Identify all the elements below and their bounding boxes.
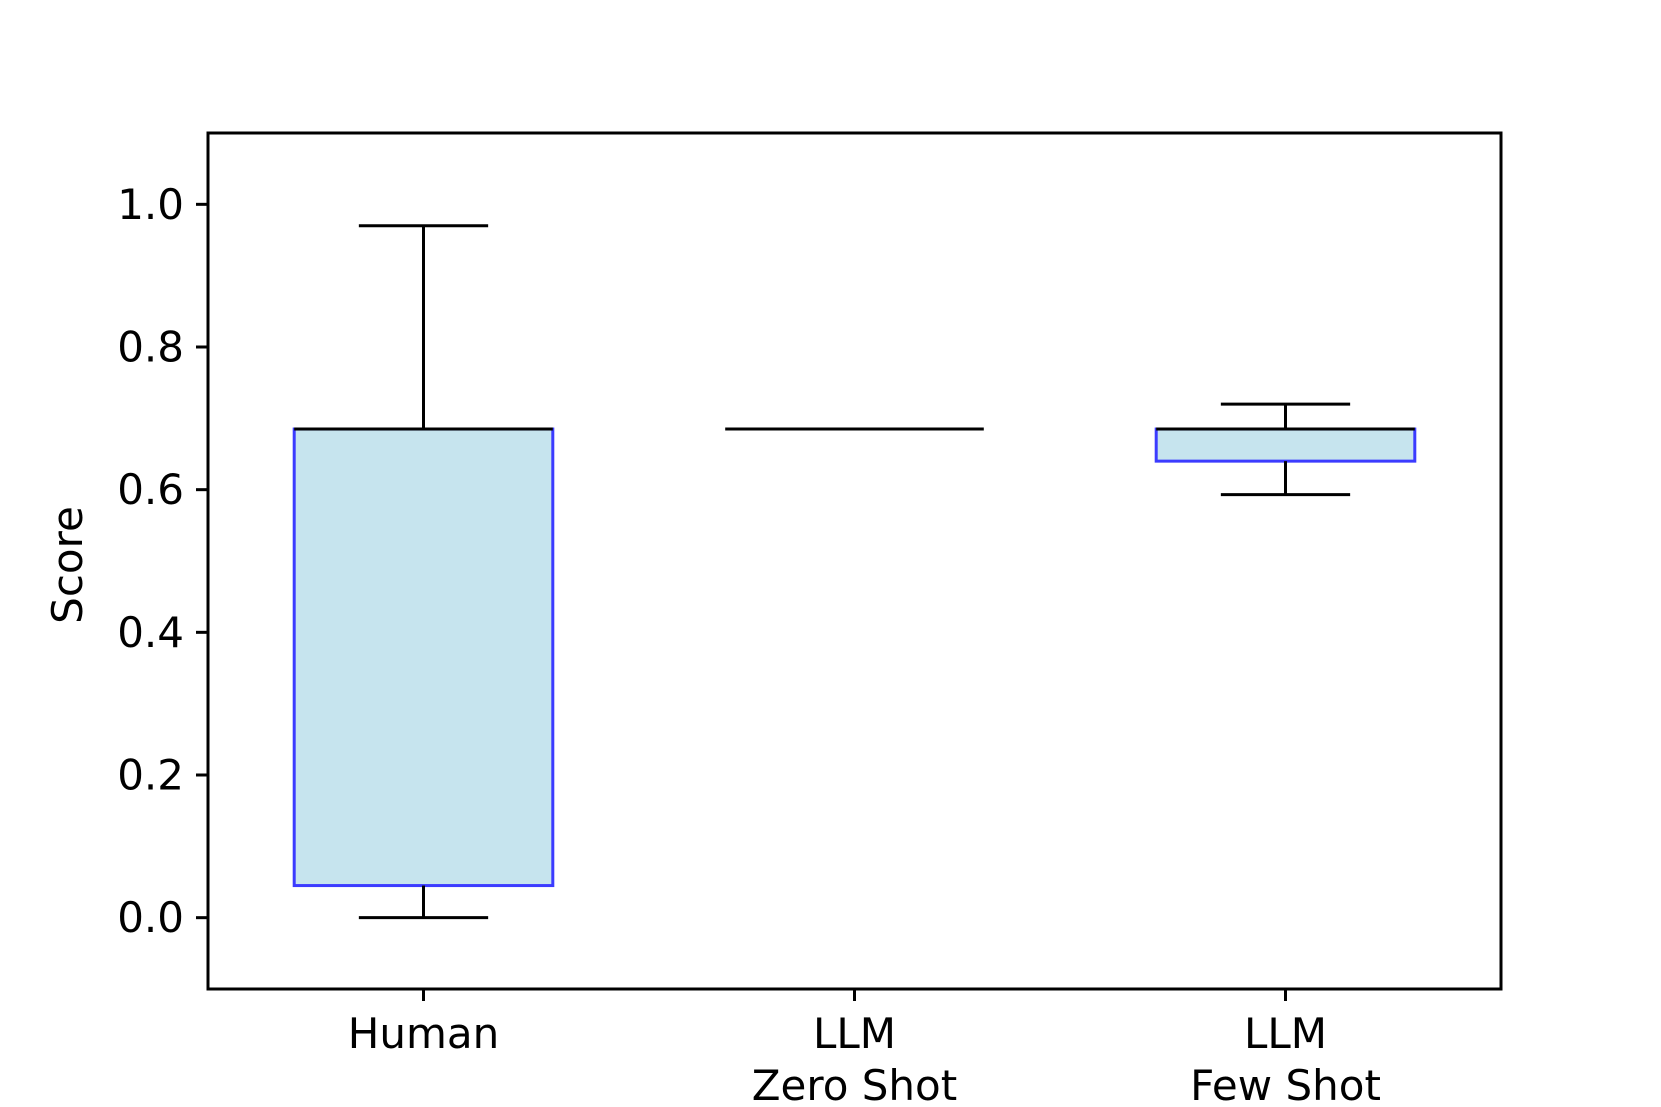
y-tick-label: 1.0 (117, 180, 184, 229)
x-tick-label-line: LLM (813, 1009, 896, 1058)
x-tick-label-line: Human (348, 1009, 499, 1058)
y-tick-label: 0.6 (117, 465, 184, 514)
box-layer (292, 224, 1417, 920)
y-axis: 0.0 0.2 0.4 0.6 0.8 1.0 (117, 180, 208, 942)
y-tick-label: 0.4 (117, 608, 184, 657)
box-group-human (292, 224, 555, 920)
y-tick-label: 0.8 (117, 323, 184, 372)
x-tick-label: Human (348, 1009, 499, 1058)
x-tick-label-line: LLM (1244, 1009, 1327, 1058)
box-iqr (1154, 427, 1417, 463)
x-tick-label-line: Zero Shot (752, 1061, 957, 1107)
y-axis-title: Score (43, 506, 92, 624)
x-tick-label-line: Few Shot (1190, 1061, 1381, 1107)
x-tick-label: LLM Few Shot (1190, 1009, 1381, 1107)
box-iqr (292, 427, 555, 888)
y-tick-label: 0.2 (117, 751, 184, 800)
box-group-llm-few-shot (1154, 402, 1417, 497)
y-tick-label: 0.0 (117, 893, 184, 942)
x-tick-label: LLM Zero Shot (752, 1009, 957, 1107)
